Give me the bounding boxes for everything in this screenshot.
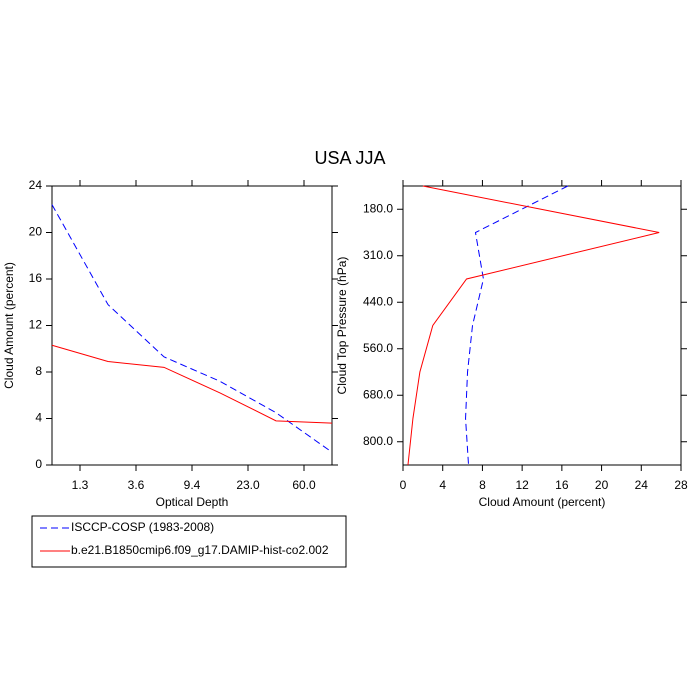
y-tick-label: 0 — [35, 457, 42, 471]
y-tick-label: 800.0 — [363, 434, 393, 448]
x-tick-label: 9.4 — [184, 478, 201, 492]
y-tick-label: 180.0 — [363, 201, 393, 215]
x-tick-label: 16 — [555, 478, 569, 492]
y-tick-label: 440.0 — [363, 294, 393, 308]
y-tick-label: 680.0 — [363, 387, 393, 401]
x-axis-label: Optical Depth — [156, 495, 229, 509]
y-tick-label: 12 — [29, 318, 43, 332]
legend-label: b.e21.B1850cmip6.f09_g17.DAMIP-hist-co2.… — [71, 543, 329, 557]
x-tick-label: 24 — [635, 478, 649, 492]
series-line — [51, 204, 333, 453]
y-tick-label: 16 — [29, 271, 43, 285]
x-tick-label: 28 — [674, 478, 688, 492]
x-tick-label: 4 — [439, 478, 446, 492]
x-tick-label: 0 — [400, 478, 407, 492]
plot-frame — [402, 185, 682, 466]
series-line — [51, 344, 333, 424]
x-tick-label: 1.3 — [72, 478, 89, 492]
x-tick-label: 60.0 — [292, 478, 316, 492]
series-line — [465, 185, 569, 466]
x-tick-label: 3.6 — [128, 478, 145, 492]
y-tick-label: 20 — [29, 225, 43, 239]
series-line — [407, 185, 660, 466]
x-axis-label: Cloud Amount (percent) — [479, 495, 606, 509]
y-axis-label: Cloud Amount (percent) — [2, 262, 16, 389]
y-tick-label: 8 — [35, 364, 42, 378]
x-tick-label: 20 — [595, 478, 609, 492]
legend-label: ISCCP-COSP (1983-2008) — [71, 520, 214, 534]
legend-box — [31, 515, 347, 568]
x-tick-label: 23.0 — [236, 478, 260, 492]
x-tick-label: 12 — [515, 478, 529, 492]
y-tick-label: 560.0 — [363, 341, 393, 355]
y-tick-label: 4 — [35, 411, 42, 425]
figure-title: USA JJA — [314, 148, 385, 168]
y-axis-label: Cloud Top Pressure (hPa) — [335, 257, 349, 395]
y-tick-label: 24 — [29, 178, 43, 192]
x-tick-label: 8 — [479, 478, 486, 492]
y-tick-label: 310.0 — [363, 248, 393, 262]
